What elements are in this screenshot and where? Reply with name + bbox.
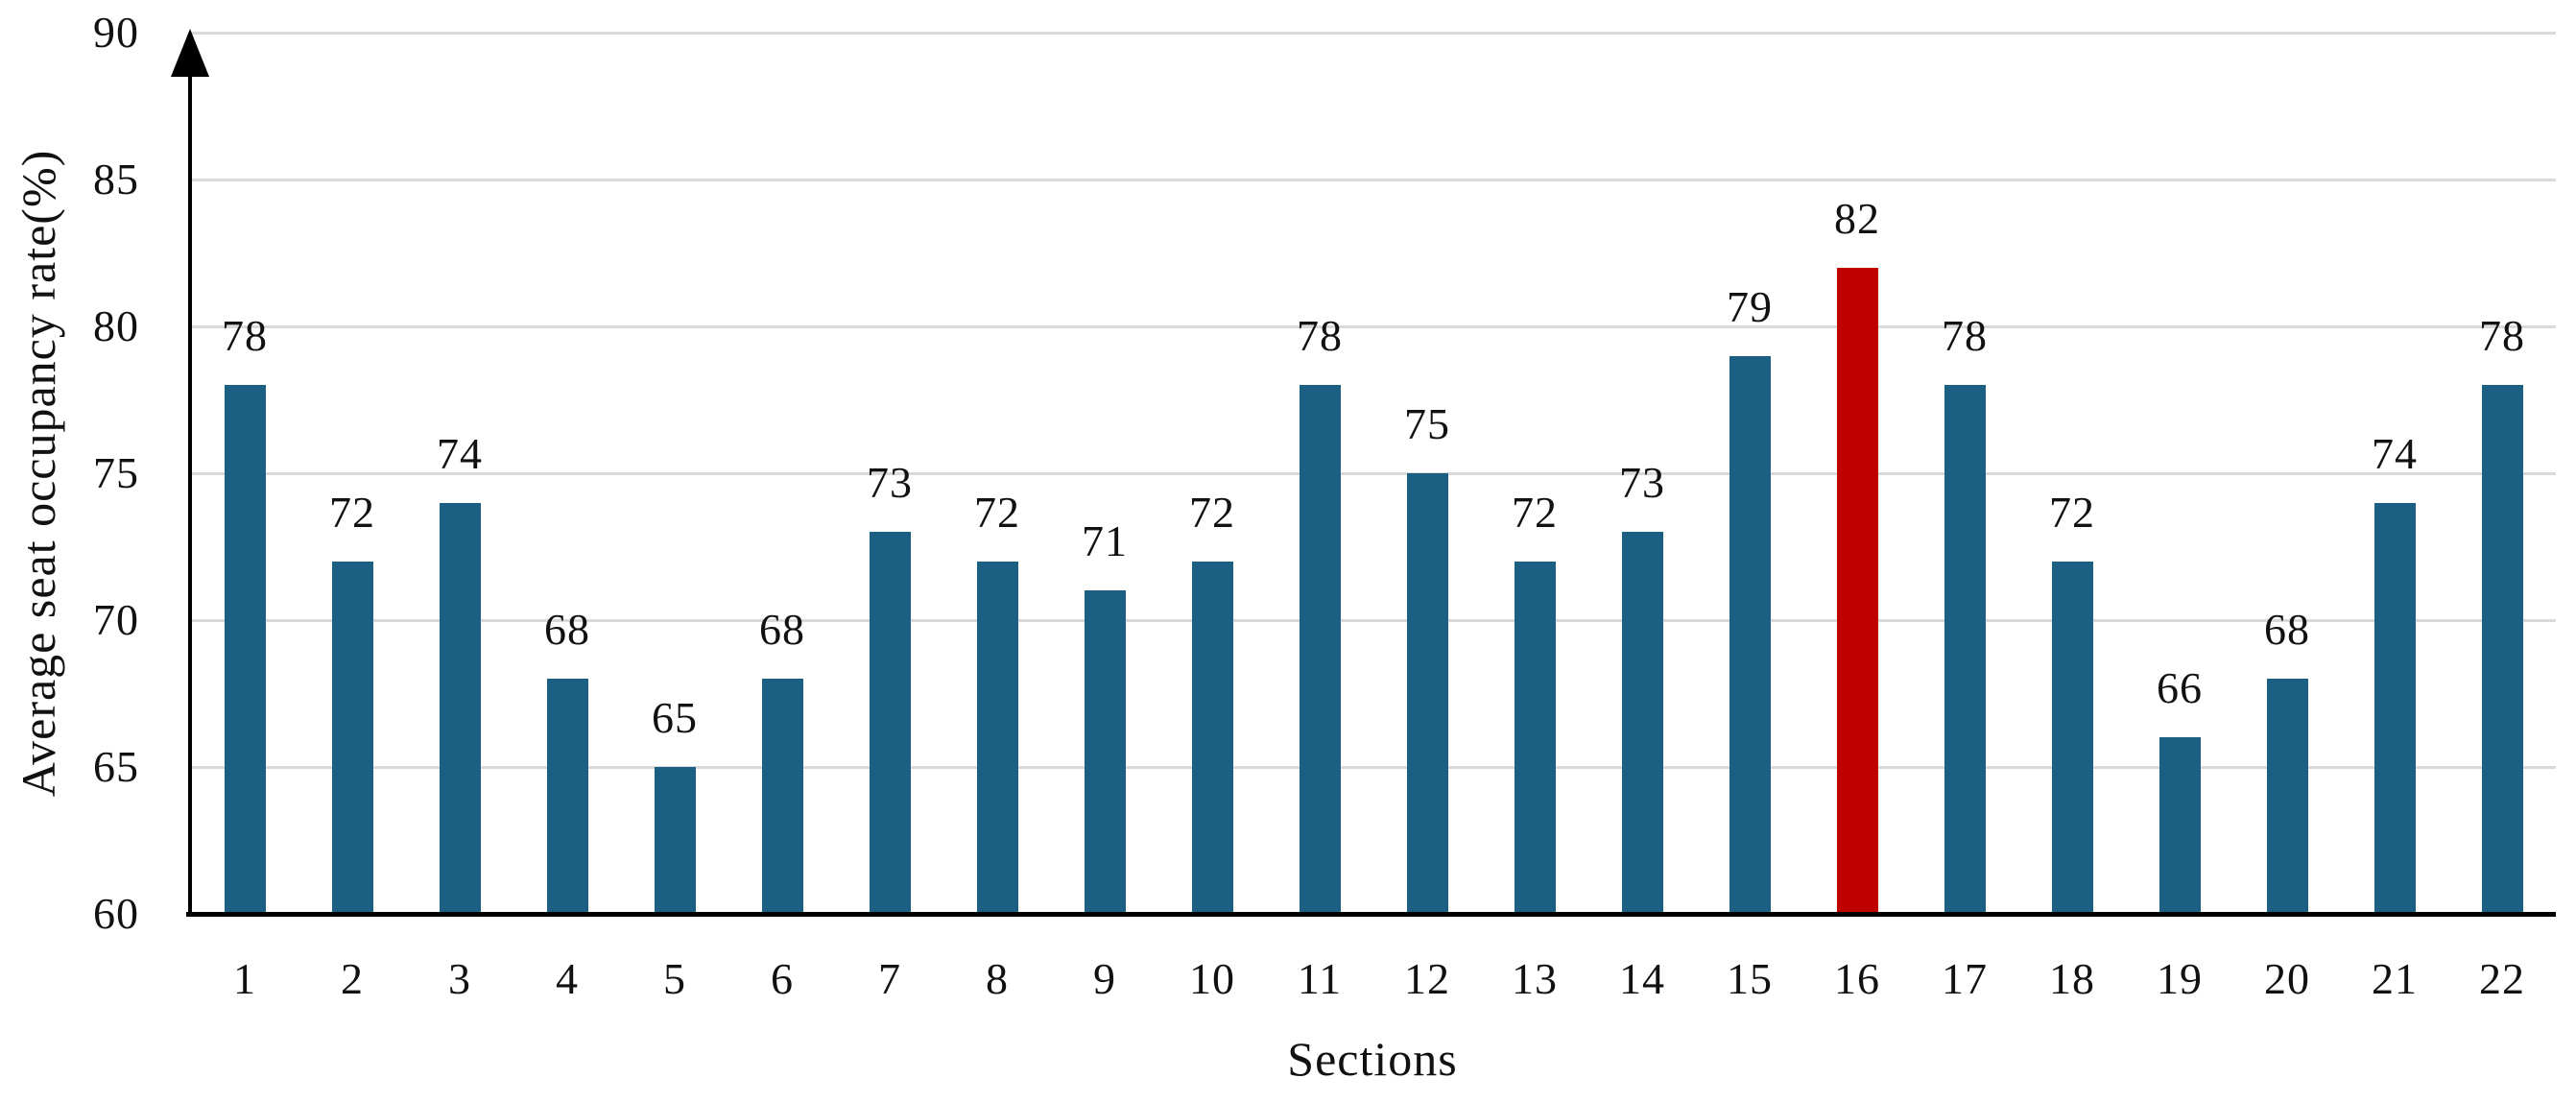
y-axis-line	[188, 71, 192, 914]
bar-value-label: 75	[1404, 399, 1450, 448]
bar-value-label: 78	[1297, 311, 1343, 361]
bar	[2051, 561, 2093, 914]
bar	[546, 679, 588, 914]
bar-highlighted	[1836, 267, 1878, 914]
bar-value-label: 82	[1834, 193, 1880, 243]
bar-value-label: 73	[1619, 458, 1665, 508]
x-tick-label: 8	[986, 954, 1009, 1003]
x-tick-label: 3	[448, 954, 471, 1003]
x-tick-label: 12	[1404, 954, 1450, 1003]
bar-value-label: 71	[1082, 516, 1128, 566]
gridline	[190, 178, 2556, 181]
y-tick-label: 60	[93, 889, 139, 938]
bar-value-label: 68	[2264, 605, 2310, 655]
bar	[976, 561, 1018, 914]
bar	[1406, 473, 1448, 914]
x-tick-label: 7	[878, 954, 901, 1003]
y-axis-arrow-icon	[171, 29, 209, 77]
bar	[1944, 385, 1986, 914]
gridline	[190, 765, 2556, 769]
y-tick-label: 80	[93, 301, 139, 350]
x-tick-label: 6	[771, 954, 794, 1003]
x-tick-label: 5	[663, 954, 686, 1003]
bar	[1299, 385, 1341, 914]
bar-value-label: 68	[759, 605, 805, 655]
bar	[1729, 355, 1771, 914]
bar-value-label: 65	[652, 693, 698, 742]
bar-value-label: 79	[1727, 281, 1773, 331]
y-tick-label: 75	[93, 448, 139, 497]
bar	[2159, 737, 2201, 914]
x-tick-label: 2	[341, 954, 364, 1003]
bar	[1621, 532, 1663, 914]
x-tick-label: 13	[1512, 954, 1558, 1003]
bar	[1191, 561, 1233, 914]
bar	[869, 532, 911, 914]
x-axis-line	[186, 911, 2556, 917]
x-tick-label: 17	[1942, 954, 1988, 1003]
bar-value-label: 72	[1189, 487, 1235, 537]
bar-value-label: 72	[2049, 487, 2095, 537]
x-tick-label: 1	[233, 954, 256, 1003]
bar	[761, 679, 803, 914]
bar	[439, 502, 481, 914]
bar-value-label: 72	[974, 487, 1020, 537]
bar	[1084, 590, 1126, 914]
y-tick-label: 85	[93, 155, 139, 204]
x-tick-label: 4	[556, 954, 579, 1003]
bar-value-label: 78	[2479, 311, 2525, 361]
bar-value-label: 74	[2372, 428, 2418, 478]
x-tick-label: 11	[1297, 954, 1343, 1003]
y-tick-label: 65	[93, 742, 139, 791]
gridline	[190, 324, 2556, 328]
bar-value-label: 72	[329, 487, 375, 537]
x-tick-label: 10	[1189, 954, 1235, 1003]
bar	[1514, 561, 1556, 914]
bar	[331, 561, 373, 914]
bar-value-label: 78	[222, 311, 268, 361]
y-tick-label: 90	[93, 8, 139, 57]
y-tick-label: 70	[93, 595, 139, 644]
gridline	[190, 618, 2556, 622]
x-tick-label: 14	[1619, 954, 1665, 1003]
x-tick-label: 18	[2049, 954, 2095, 1003]
bar	[2266, 679, 2308, 914]
bar-value-label: 66	[2157, 663, 2203, 713]
bar-value-label: 73	[867, 458, 913, 508]
x-tick-label: 15	[1727, 954, 1773, 1003]
bar-value-label: 78	[1942, 311, 1988, 361]
bar	[224, 385, 266, 914]
x-axis-title: Sections	[1287, 1032, 1458, 1086]
x-tick-label: 9	[1093, 954, 1116, 1003]
bar	[654, 767, 696, 914]
bar-value-label: 68	[544, 605, 590, 655]
x-tick-label: 16	[1834, 954, 1880, 1003]
bar	[2373, 502, 2416, 914]
x-tick-label: 21	[2372, 954, 2418, 1003]
bar-value-label: 74	[437, 428, 483, 478]
x-tick-label: 20	[2264, 954, 2310, 1003]
gridline	[190, 471, 2556, 475]
gridline	[190, 31, 2556, 35]
x-tick-label: 19	[2157, 954, 2203, 1003]
bar-value-label: 72	[1512, 487, 1558, 537]
bar	[2481, 385, 2523, 914]
x-tick-label: 22	[2479, 954, 2525, 1003]
